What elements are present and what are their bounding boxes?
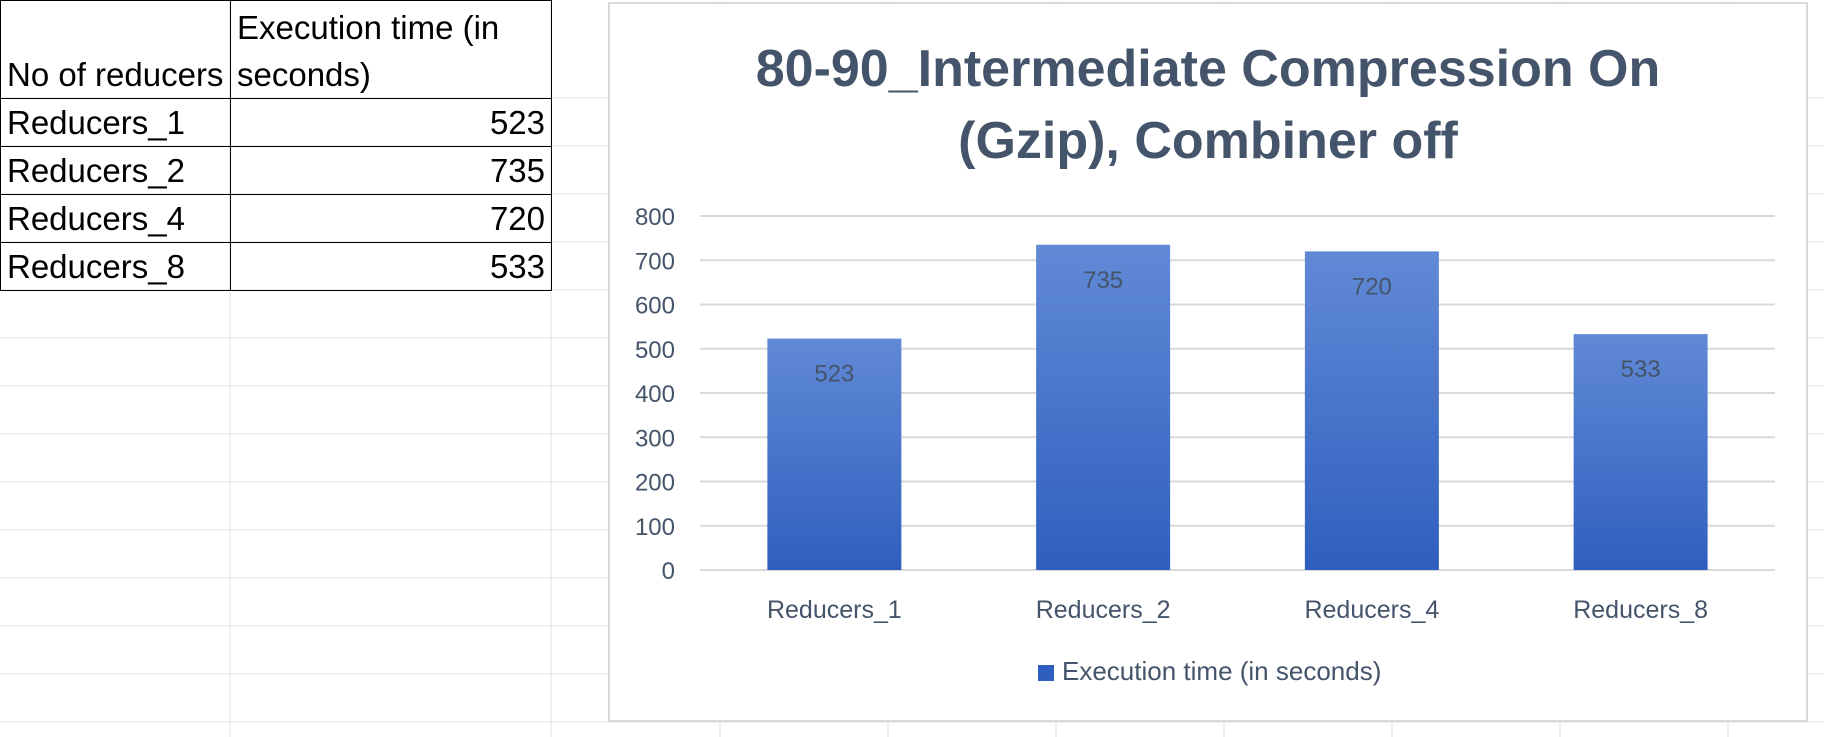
x-tick-label: Reducers_1 bbox=[767, 596, 902, 624]
data-label: 523 bbox=[814, 361, 854, 388]
data-label: 533 bbox=[1621, 356, 1661, 383]
chart-title-line-2: (Gzip), Combiner off bbox=[958, 112, 1458, 170]
table-row: Reducers_8 533 bbox=[0, 242, 552, 291]
cell-label[interactable]: Reducers_2 bbox=[0, 146, 231, 195]
cell-value[interactable]: 533 bbox=[230, 242, 552, 291]
y-tick-label: 400 bbox=[635, 381, 675, 408]
y-tick-label: 800 bbox=[635, 204, 675, 231]
header-execution-time[interactable]: Execution time (in seconds) bbox=[230, 0, 552, 99]
legend-swatch bbox=[1038, 665, 1054, 681]
bar[interactable] bbox=[1573, 334, 1708, 570]
cell-value[interactable]: 735 bbox=[230, 146, 552, 195]
table-row: Reducers_1 523 bbox=[0, 98, 552, 147]
y-tick-label: 600 bbox=[635, 293, 675, 320]
data-label: 735 bbox=[1083, 267, 1123, 294]
chart-area[interactable]: 0 100 200 300 400 500 600 700 800 523 735 720 533 R… bbox=[608, 2, 1808, 722]
y-tick-label: 700 bbox=[635, 248, 675, 275]
legend-label: Execution time (in seconds) bbox=[1062, 656, 1381, 686]
table-row: Reducers_2 735 bbox=[0, 146, 552, 195]
data-table: No of reducers Execution time (in second… bbox=[0, 0, 552, 291]
cell-value[interactable]: 720 bbox=[230, 194, 552, 243]
cell-label[interactable]: Reducers_1 bbox=[0, 98, 231, 147]
data-label: 720 bbox=[1352, 273, 1392, 300]
bar-chart: 0 100 200 300 400 500 600 700 800 523 735 720 533 R… bbox=[635, 40, 1775, 686]
y-tick-label: 200 bbox=[635, 470, 675, 497]
x-tick-label: Reducers_2 bbox=[1036, 596, 1171, 624]
y-tick-label: 100 bbox=[635, 514, 675, 541]
y-tick-label: 500 bbox=[635, 337, 675, 364]
table-header-row: No of reducers Execution time (in second… bbox=[0, 0, 552, 99]
x-tick-label: Reducers_4 bbox=[1304, 596, 1439, 624]
x-tick-label: Reducers_8 bbox=[1573, 596, 1708, 624]
bar[interactable] bbox=[767, 338, 902, 570]
header-no-of-reducers[interactable]: No of reducers bbox=[0, 0, 231, 99]
cell-label[interactable]: Reducers_8 bbox=[0, 242, 231, 291]
y-tick-label: 0 bbox=[662, 558, 675, 585]
cell-label[interactable]: Reducers_4 bbox=[0, 194, 231, 243]
y-tick-label: 300 bbox=[635, 425, 675, 452]
cell-value[interactable]: 523 bbox=[230, 98, 552, 147]
table-row: Reducers_4 720 bbox=[0, 194, 552, 243]
chart-title-line-1: 80-90_Intermediate Compression On bbox=[756, 40, 1661, 98]
bar[interactable] bbox=[1304, 251, 1439, 570]
bar[interactable] bbox=[1036, 244, 1171, 570]
